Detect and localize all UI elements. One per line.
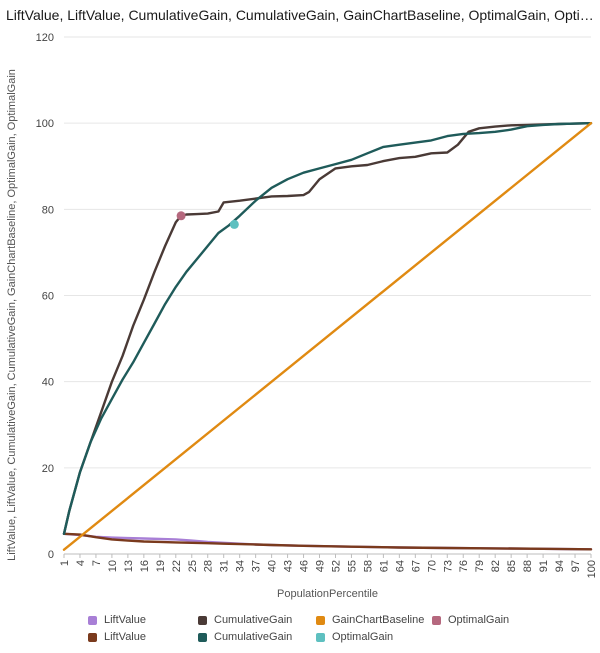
x-tick-label: 61 bbox=[378, 560, 390, 572]
y-tick-label: 40 bbox=[42, 377, 54, 389]
series-line bbox=[62, 532, 593, 551]
legend: LiftValue LiftValue CumulativeGain Cumul… bbox=[88, 614, 558, 648]
legend-item[interactable]: LiftValue bbox=[88, 614, 146, 626]
x-tick-label: 25 bbox=[187, 560, 199, 572]
legend-label: CumulativeGain bbox=[214, 631, 293, 643]
x-tick-label: 91 bbox=[538, 560, 550, 572]
series-line bbox=[62, 121, 593, 535]
legend-label: OptimalGain bbox=[332, 631, 394, 643]
x-tick-label: 73 bbox=[442, 560, 454, 572]
x-tick-label: 4 bbox=[75, 560, 87, 566]
y-tick-label: 80 bbox=[42, 204, 54, 216]
x-tick-label: 34 bbox=[235, 560, 247, 572]
y-tick-label: 20 bbox=[42, 463, 54, 475]
legend-swatch bbox=[316, 632, 325, 642]
y-tick-label: 120 bbox=[36, 32, 54, 44]
legend-item[interactable]: OptimalGain bbox=[432, 614, 509, 626]
x-tick-label: 79 bbox=[474, 560, 486, 572]
legend-swatch bbox=[88, 632, 97, 642]
x-tick-label: 97 bbox=[570, 560, 582, 572]
x-tick-label: 94 bbox=[554, 560, 566, 572]
x-tick-label: 7 bbox=[91, 560, 103, 566]
legend-swatch bbox=[198, 615, 207, 625]
legend-label: LiftValue bbox=[104, 631, 146, 643]
x-tick-label: 40 bbox=[267, 560, 279, 572]
legend-label: OptimalGain bbox=[448, 614, 510, 626]
x-tick-label: 16 bbox=[139, 560, 151, 572]
legend-item[interactable]: CumulativeGain bbox=[198, 614, 292, 626]
legend-label: CumulativeGain bbox=[214, 614, 293, 626]
series-point bbox=[229, 219, 239, 229]
series-line bbox=[62, 121, 593, 551]
x-tick-label: 82 bbox=[490, 560, 502, 572]
x-tick-label: 43 bbox=[283, 560, 295, 572]
x-tick-label: 37 bbox=[251, 560, 263, 572]
x-tick-label: 85 bbox=[506, 560, 518, 572]
y-tick-label: 100 bbox=[36, 118, 54, 130]
legend-item[interactable]: LiftValue bbox=[88, 631, 146, 643]
x-tick-label: 64 bbox=[394, 560, 406, 572]
x-tick-label: 1 bbox=[59, 560, 71, 566]
x-tick-label: 19 bbox=[155, 560, 167, 572]
series-line bbox=[62, 121, 593, 535]
y-tick-label: 0 bbox=[48, 549, 54, 561]
x-tick-label: 76 bbox=[458, 560, 470, 572]
legend-swatch bbox=[432, 615, 441, 625]
x-axis-title: PopulationPercentile bbox=[277, 588, 378, 600]
x-tick-label: 46 bbox=[299, 560, 311, 572]
x-tick-label: 58 bbox=[362, 560, 374, 572]
x-tick-label: 28 bbox=[203, 560, 215, 572]
legend-label: GainChartBaseline bbox=[332, 614, 425, 626]
x-tick-label: 31 bbox=[219, 560, 231, 572]
x-tick-label: 10 bbox=[107, 560, 119, 572]
x-tick-label: 88 bbox=[522, 560, 534, 572]
legend-swatch bbox=[316, 615, 325, 625]
x-tick-label: 52 bbox=[330, 560, 342, 572]
legend-item[interactable]: GainChartBaseline bbox=[316, 614, 424, 626]
legend-label: LiftValue bbox=[104, 614, 146, 626]
series-point bbox=[176, 211, 186, 221]
legend-item[interactable]: CumulativeGain bbox=[198, 631, 292, 643]
x-tick-label: 49 bbox=[315, 560, 327, 572]
x-tick-label: 100 bbox=[586, 560, 598, 578]
legend-item[interactable]: OptimalGain bbox=[316, 631, 393, 643]
y-tick-label: 60 bbox=[42, 291, 54, 303]
x-tick-label: 70 bbox=[426, 560, 438, 572]
x-tick-label: 67 bbox=[410, 560, 422, 572]
x-tick-label: 55 bbox=[346, 560, 358, 572]
legend-swatch bbox=[88, 615, 97, 625]
x-tick-label: 13 bbox=[123, 560, 135, 572]
legend-swatch bbox=[198, 632, 207, 642]
x-tick-label: 22 bbox=[171, 560, 183, 572]
